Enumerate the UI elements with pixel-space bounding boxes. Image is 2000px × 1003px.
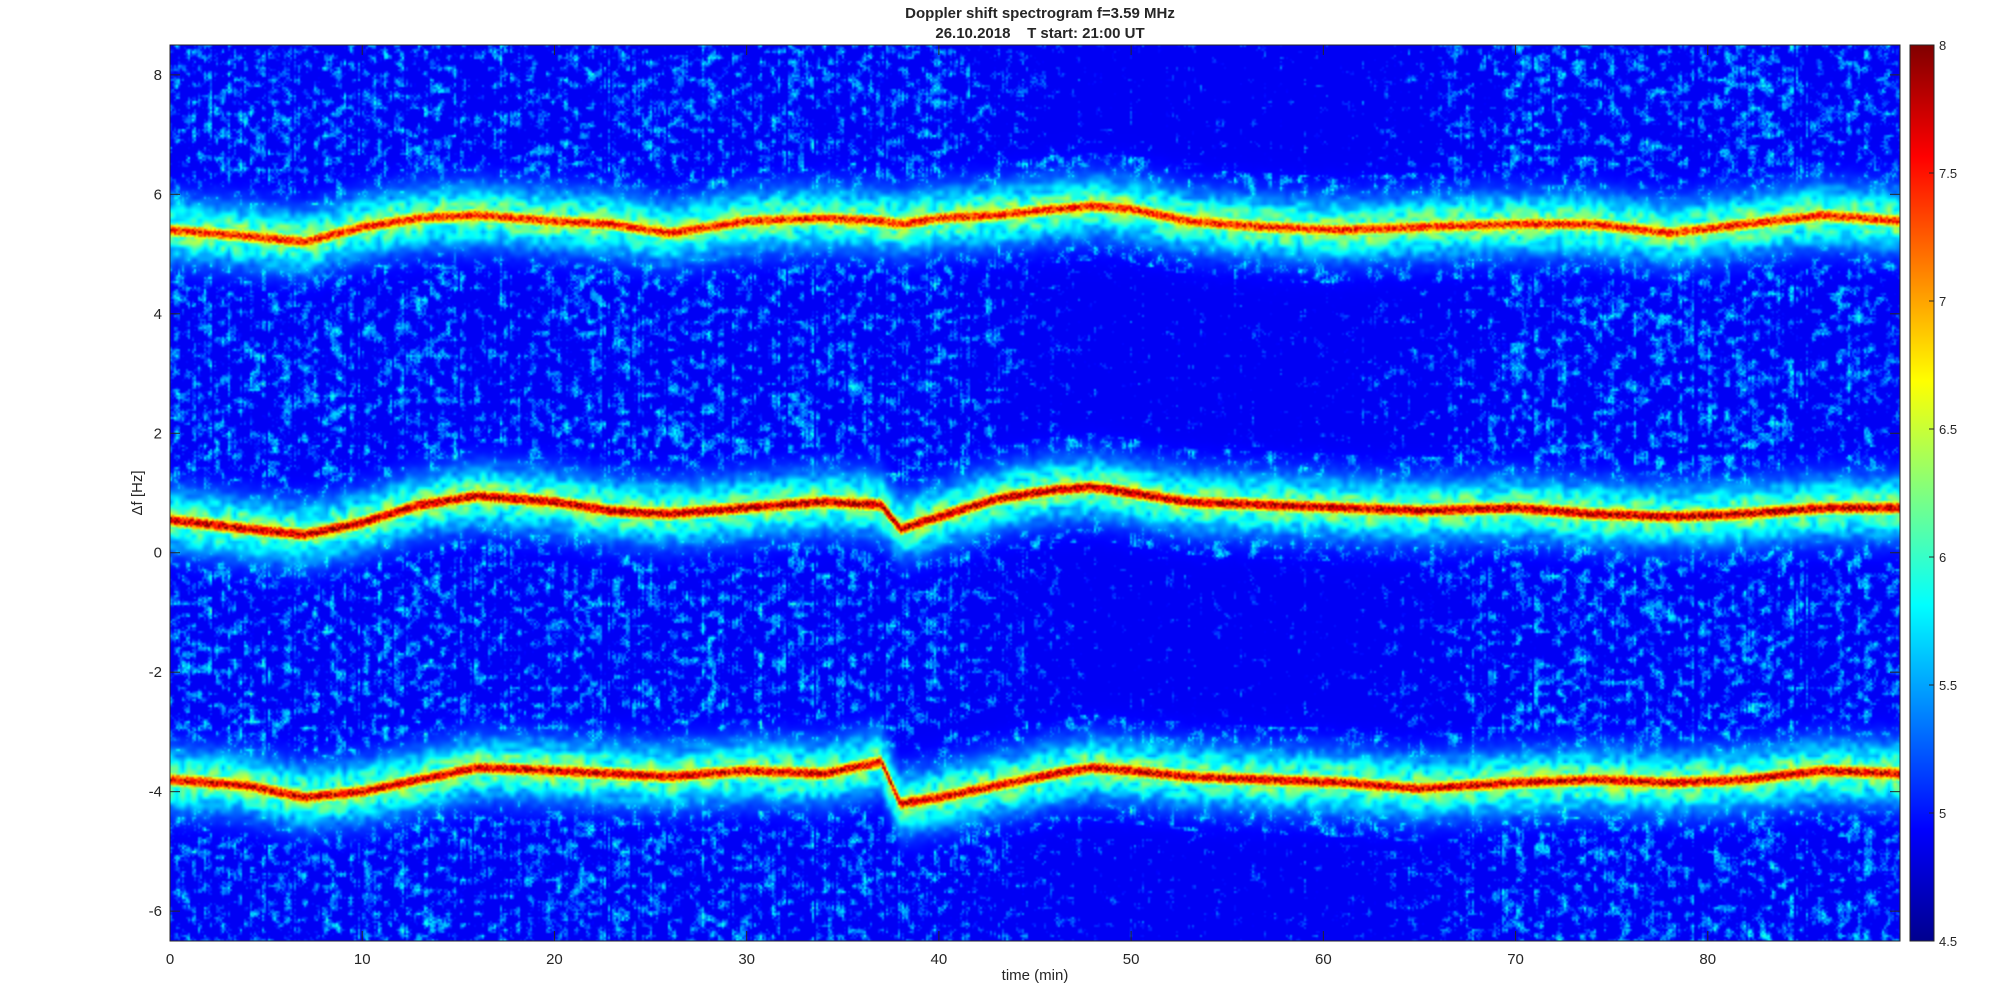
x-tick-label: 40 — [931, 951, 948, 968]
x-tick-label: 70 — [1507, 951, 1524, 968]
x-axis-label: time (min) — [1002, 967, 1069, 984]
colorbar-tick-label: 5.5 — [1939, 678, 1957, 693]
colorbar-tick-label: 8 — [1939, 38, 1946, 53]
colorbar-ticks: 4.5 5 5.5 6 6.5 7 7.5 8 — [1929, 38, 1957, 949]
colorbar-tick-label: 6 — [1939, 550, 1946, 565]
colorbar-tick-label: 4.5 — [1939, 934, 1957, 949]
colorbar-tick-label: 7 — [1939, 294, 1946, 309]
x-tick-label: 20 — [546, 951, 563, 968]
x-tick-label: 0 — [166, 951, 174, 968]
y-tick-label: 0 — [154, 545, 162, 562]
y-tick-label: 6 — [154, 186, 162, 203]
x-tick-label: 80 — [1699, 951, 1716, 968]
y-tick-label: 2 — [154, 425, 162, 442]
colorbar-tick-label: 7.5 — [1939, 166, 1957, 181]
x-axis: 0 10 20 30 40 50 60 70 80 — [166, 45, 1716, 968]
y-tick-label: 8 — [154, 67, 162, 84]
y-tick-label: 4 — [154, 306, 162, 323]
colorbar-tick-label: 5 — [1939, 806, 1946, 821]
plot-frame — [169, 44, 1901, 942]
y-tick-label: -4 — [149, 784, 162, 801]
plot-area — [169, 44, 1901, 942]
colorbar-gradient — [1909, 44, 1935, 942]
colorbar-tick-label: 6.5 — [1939, 422, 1957, 437]
y-axis: -6 -4 -2 0 2 4 6 8 — [149, 67, 1900, 920]
x-tick-label: 60 — [1315, 951, 1332, 968]
colorbar: 4.5 5 5.5 6 6.5 7 7.5 8 — [1909, 38, 1957, 949]
chart-title: Doppler shift spectrogram f=3.59 MHz — [905, 5, 1175, 22]
y-axis-label: Δf [Hz] — [129, 470, 146, 515]
x-tick-label: 50 — [1123, 951, 1140, 968]
x-tick-label: 10 — [354, 951, 371, 968]
spectrogram-heatmap — [170, 45, 1900, 941]
y-tick-label: -2 — [149, 664, 162, 681]
y-tick-label: -6 — [149, 903, 162, 920]
chart-subtitle: 26.10.2018 T start: 21:00 UT — [935, 25, 1144, 42]
x-tick-label: 30 — [738, 951, 755, 968]
